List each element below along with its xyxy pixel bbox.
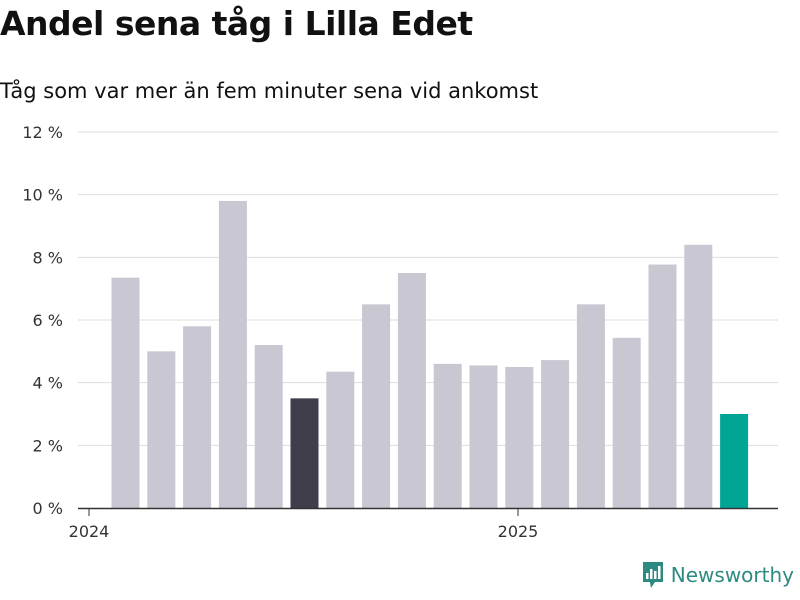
bar — [576, 304, 605, 508]
bar — [505, 367, 534, 508]
bar — [469, 365, 498, 508]
x-tick-label: 2024 — [69, 522, 110, 541]
bar — [290, 398, 319, 508]
bar — [648, 264, 677, 508]
bar — [720, 414, 749, 508]
bar — [183, 326, 212, 508]
y-tick-label: 0 % — [33, 499, 63, 518]
newsworthy-icon — [642, 562, 663, 588]
bar — [541, 360, 570, 508]
bar — [362, 304, 391, 508]
bar — [254, 345, 283, 508]
bar — [111, 277, 140, 508]
x-tick-label: 2025 — [498, 522, 539, 541]
newsworthy-logo: Newsworthy — [641, 560, 794, 590]
y-tick-label: 2 % — [33, 436, 63, 455]
logo-text: Newsworthy — [670, 563, 794, 587]
chart-title: Andel sena tåg i Lilla Edet — [0, 4, 473, 43]
y-tick-label: 12 % — [22, 123, 63, 142]
bar — [612, 337, 641, 508]
bar — [397, 273, 426, 508]
bar — [684, 244, 713, 509]
bar — [218, 200, 247, 508]
bar — [326, 371, 355, 508]
bar — [147, 351, 176, 508]
y-tick-label: 10 % — [22, 186, 63, 205]
y-tick-label: 4 % — [33, 374, 63, 393]
y-tick-label: 8 % — [33, 248, 63, 267]
chart-subtitle: Tåg som var mer än fem minuter sena vid … — [0, 79, 539, 103]
bar — [433, 363, 462, 508]
y-tick-label: 6 % — [33, 311, 63, 330]
